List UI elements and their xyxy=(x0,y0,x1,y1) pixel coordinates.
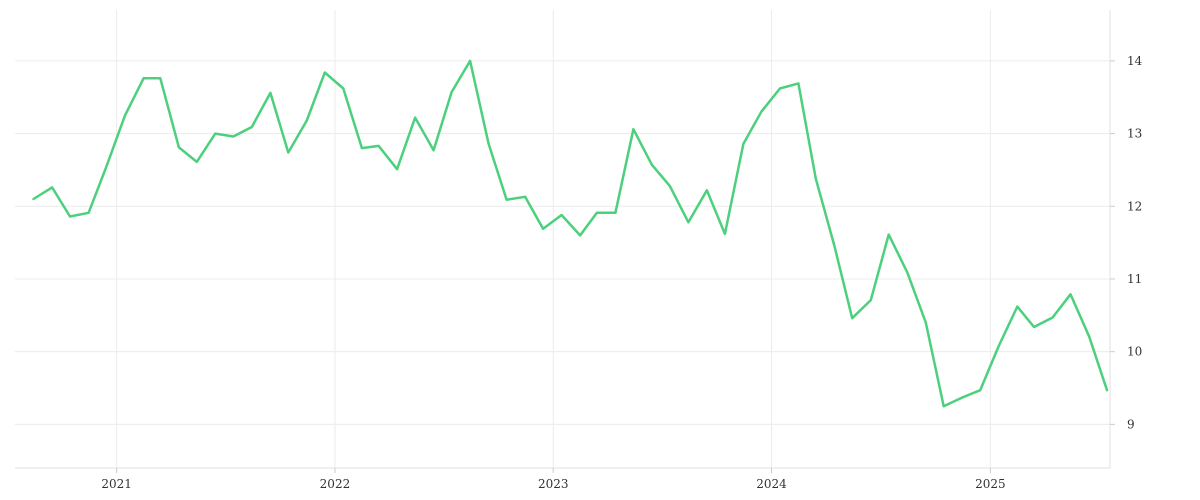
x-tick-label: 2023 xyxy=(538,477,569,491)
y-tick-label: 12 xyxy=(1127,199,1142,213)
y-tick-label: 13 xyxy=(1127,127,1142,141)
x-tick-label: 2025 xyxy=(975,477,1006,491)
y-tick-label: 11 xyxy=(1127,272,1142,286)
y-tick-label: 14 xyxy=(1127,54,1143,68)
axis-frame xyxy=(15,10,1111,469)
y-tick-label: 10 xyxy=(1127,345,1142,359)
x-tick-label: 2021 xyxy=(101,477,132,491)
grid-lines xyxy=(15,10,1110,468)
y-axis-ticks: 9 10 11 12 13 14 xyxy=(1110,54,1143,431)
x-tick-label: 2024 xyxy=(756,477,787,491)
series-line xyxy=(32,59,1109,408)
x-tick-label: 2022 xyxy=(320,477,351,491)
x-axis-ticks: 2021 2022 2023 2024 2025 xyxy=(101,468,1006,491)
series-layer xyxy=(32,59,1109,408)
y-tick-label: 9 xyxy=(1127,417,1135,431)
